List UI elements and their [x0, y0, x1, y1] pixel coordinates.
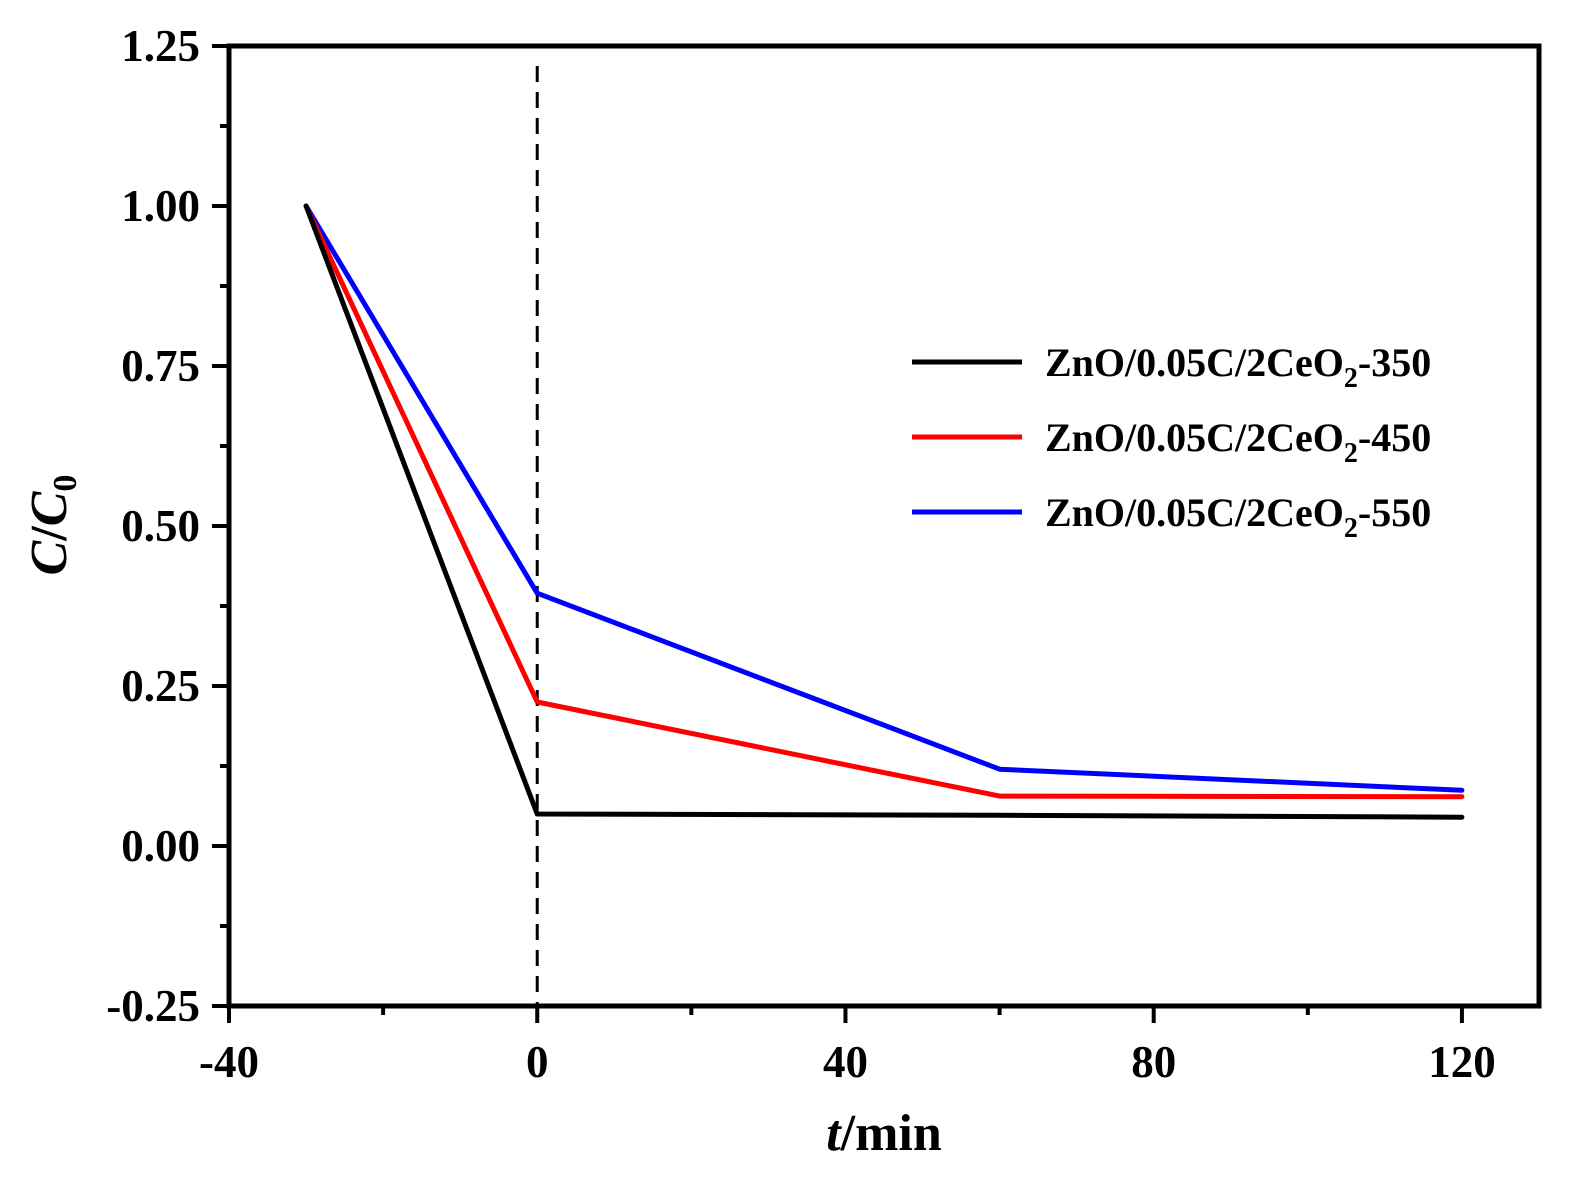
series-line — [303, 203, 1465, 800]
x-tick-label: 120 — [1428, 1037, 1496, 1087]
legend-item: ZnO/0.05C/2CeO2-550 — [912, 490, 1431, 544]
x-tick-label: 80 — [1131, 1037, 1176, 1087]
y-tick-label: -0.25 — [106, 981, 200, 1031]
legend-item: ZnO/0.05C/2CeO2-450 — [912, 415, 1431, 469]
x-tick-label: 0 — [526, 1037, 549, 1087]
legend-label-sub: 2 — [1344, 513, 1358, 544]
series-line — [303, 203, 1465, 820]
y-tick-label: 0.75 — [121, 341, 200, 391]
y-axis-label-c: C — [21, 539, 78, 575]
plot-frame — [226, 43, 1542, 1009]
y-axis-label-sub: 0 — [47, 475, 84, 492]
legend-label-sub: 2 — [1344, 438, 1358, 469]
series-layer — [303, 203, 1465, 820]
y-tick-label: 1.00 — [121, 181, 200, 231]
legend-label-main: ZnO/0.05C/2CeO — [1045, 490, 1344, 535]
legend-label: ZnO/0.05C/2CeO2-350 — [1045, 340, 1431, 394]
series-line — [303, 203, 1465, 793]
y-tick-label: 0.00 — [121, 821, 200, 871]
legend-label: ZnO/0.05C/2CeO2-550 — [1045, 490, 1431, 544]
y-axis-label: C/C0 — [21, 475, 84, 576]
y-tick-label: 0.50 — [121, 501, 200, 551]
y-axis-label-c0: C — [21, 490, 78, 526]
legend-label-suffix: -350 — [1358, 340, 1431, 385]
legend-label-main: ZnO/0.05C/2CeO — [1045, 340, 1344, 385]
legend-label-suffix: -550 — [1358, 490, 1431, 535]
legend-label-suffix: -450 — [1358, 415, 1431, 460]
legend-label: ZnO/0.05C/2CeO2-450 — [1045, 415, 1431, 469]
y-axis-label-slash: / — [21, 526, 78, 542]
x-tick-label: -40 — [199, 1037, 259, 1087]
y-tick-label: 0.25 — [121, 661, 200, 711]
x-axis-label-unit: /min — [840, 1105, 942, 1162]
legend-label-main: ZnO/0.05C/2CeO — [1045, 415, 1344, 460]
x-axis-label: t/min — [826, 1105, 942, 1162]
ticks-layer: -40 0 40 80 120 -0.25 0.00 0.25 0.50 0.75 1.00 1.25 — [106, 21, 1495, 1087]
x-tick-label: 40 — [823, 1037, 868, 1087]
y-tick-label: 1.25 — [121, 21, 200, 71]
x-axis-label-italic: t — [826, 1105, 842, 1162]
legend-item: ZnO/0.05C/2CeO2-350 — [912, 340, 1431, 394]
legend-label-sub: 2 — [1344, 363, 1358, 394]
legend: ZnO/0.05C/2CeO2-350ZnO/0.05C/2CeO2-450Zn… — [912, 340, 1431, 544]
